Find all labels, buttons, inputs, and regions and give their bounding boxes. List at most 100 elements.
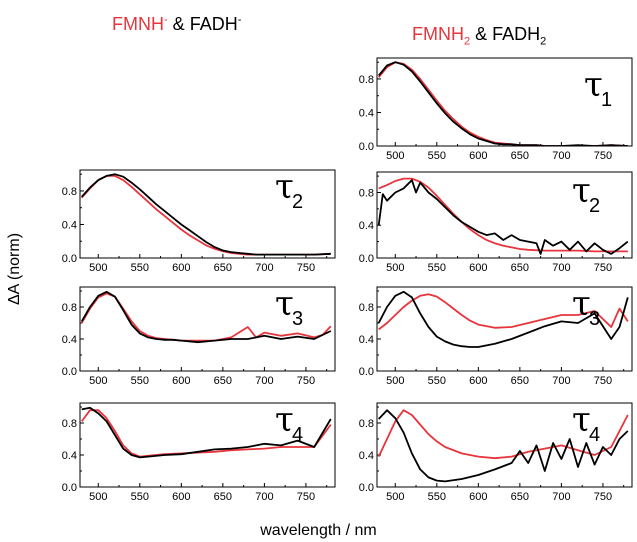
panel-right-tau4: 500 550 600 650 700 750 0.0 0.4 0.8 τ4 bbox=[359, 400, 633, 503]
panel-frame bbox=[376, 57, 633, 147]
x-tick-label: 600 bbox=[469, 375, 487, 387]
y-tick-label: 0.8 bbox=[359, 302, 374, 314]
y-tick-label: 0.0 bbox=[359, 253, 374, 265]
panel-frame bbox=[79, 286, 336, 372]
series-line-black bbox=[81, 173, 331, 256]
x-tick-label: 550 bbox=[131, 375, 149, 387]
x-tick-label: 650 bbox=[511, 491, 529, 503]
right-title-part1: FMNH bbox=[412, 24, 464, 44]
x-tick-label: 550 bbox=[131, 262, 149, 274]
tau-label: τ bbox=[275, 167, 294, 207]
series-line-black bbox=[377, 290, 629, 348]
y-tick-label: 0.0 bbox=[359, 141, 374, 153]
x-tick-label: 550 bbox=[428, 491, 446, 503]
x-tick-label: 750 bbox=[594, 375, 612, 387]
panel-frame bbox=[376, 402, 633, 488]
x-tick-label: 650 bbox=[214, 491, 232, 503]
panel-left-tau4: 500 550 600 650 700 750 0.0 0.4 0.8 τ4 bbox=[62, 400, 336, 503]
x-tick-label: 600 bbox=[469, 150, 487, 162]
x-tick-label: 600 bbox=[469, 491, 487, 503]
x-tick-label: 750 bbox=[297, 375, 315, 387]
x-tick-label: 600 bbox=[172, 375, 190, 387]
panel-frame bbox=[79, 402, 336, 488]
tau-label-subscript: 1 bbox=[601, 89, 612, 111]
x-tick-label: 650 bbox=[511, 150, 529, 162]
panel-frame bbox=[376, 171, 633, 259]
x-tick-label: 500 bbox=[386, 491, 404, 503]
x-tick-label: 600 bbox=[172, 262, 190, 274]
x-tick-label: 550 bbox=[131, 491, 149, 503]
right-title-part2: FADH bbox=[492, 24, 541, 44]
panel-right-tau2: 500 550 600 650 700 750 0.0 0.4 0.8 τ2 bbox=[359, 171, 633, 274]
tau-label: τ bbox=[275, 400, 294, 440]
x-tick-label: 750 bbox=[297, 262, 315, 274]
series-line-black bbox=[378, 409, 629, 483]
x-tick-label: 500 bbox=[386, 375, 404, 387]
tau-label-subscript: 4 bbox=[292, 424, 303, 446]
y-tick-label: 0.0 bbox=[62, 482, 77, 494]
tau-label: τ bbox=[584, 65, 603, 105]
x-tick-label: 500 bbox=[89, 375, 107, 387]
x-tick-label: 750 bbox=[594, 262, 612, 274]
x-tick-label: 700 bbox=[255, 491, 273, 503]
series-line-red bbox=[377, 409, 629, 460]
x-tick-label: 500 bbox=[89, 262, 107, 274]
series-line-black bbox=[80, 290, 332, 344]
panel-right-tau1: 500 550 600 650 700 750 0.0 0.4 0.8 τ1 bbox=[359, 57, 633, 162]
left-title-amp: & bbox=[167, 14, 190, 34]
tau-label: τ bbox=[572, 284, 591, 324]
y-tick-label: 0.8 bbox=[62, 186, 77, 198]
x-tick-label: 700 bbox=[552, 262, 570, 274]
tau-label: τ bbox=[572, 171, 591, 211]
series-line-red bbox=[378, 61, 628, 146]
left-title-part1: FMNH bbox=[112, 14, 164, 34]
y-tick-label: 0.4 bbox=[359, 220, 374, 232]
panel-right-tau3: 500 550 600 650 700 750 0.0 0.4 0.8 τ3 bbox=[359, 284, 633, 387]
right-title-sub1: 2 bbox=[464, 35, 471, 48]
x-tick-label: 600 bbox=[172, 491, 190, 503]
x-tick-label: 700 bbox=[552, 491, 570, 503]
right-column-title: FMNH2 & FADH2 bbox=[412, 24, 546, 48]
y-tick-label: 0.4 bbox=[359, 107, 374, 119]
series-line-black bbox=[378, 61, 628, 146]
y-tick-label: 0.4 bbox=[62, 334, 77, 346]
x-tick-label: 700 bbox=[255, 375, 273, 387]
x-tick-label: 750 bbox=[594, 491, 612, 503]
y-tick-label: 0.4 bbox=[62, 219, 77, 231]
panel-frame bbox=[79, 169, 336, 259]
y-tick-label: 0.0 bbox=[359, 482, 374, 494]
x-tick-label: 650 bbox=[214, 375, 232, 387]
tau-label-subscript: 2 bbox=[292, 191, 303, 213]
left-column-title: FMNH- & FADH- bbox=[112, 14, 241, 35]
x-tick-label: 750 bbox=[297, 491, 315, 503]
panel-left-tau2: 500 550 600 650 700 750 0.0 0.4 0.8 τ2 bbox=[62, 167, 336, 274]
x-tick-label: 600 bbox=[469, 262, 487, 274]
left-title-sup1: - bbox=[164, 14, 168, 26]
x-tick-label: 500 bbox=[89, 491, 107, 503]
series-line-black bbox=[81, 406, 332, 459]
x-axis-label: wavelength / nm bbox=[260, 522, 377, 539]
y-tick-label: 0.4 bbox=[359, 450, 374, 462]
x-tick-label: 500 bbox=[386, 262, 404, 274]
panel-frame bbox=[376, 286, 633, 372]
x-tick-label: 650 bbox=[214, 262, 232, 274]
x-tick-label: 550 bbox=[428, 150, 446, 162]
panel-left-tau3: 500 550 600 650 700 750 0.0 0.4 0.8 τ3 bbox=[62, 284, 336, 387]
x-tick-label: 500 bbox=[386, 150, 404, 162]
series-line-red bbox=[378, 293, 629, 331]
tau-label-subscript: 4 bbox=[589, 424, 600, 446]
tau-label-subscript: 3 bbox=[292, 308, 303, 330]
y-tick-label: 0.8 bbox=[359, 187, 374, 199]
series-line-black bbox=[377, 179, 629, 255]
y-tick-label: 0.4 bbox=[359, 334, 374, 346]
y-tick-label: 0.0 bbox=[62, 366, 77, 378]
y-tick-label: 0.4 bbox=[62, 450, 77, 462]
right-title-sub2: 2 bbox=[540, 35, 547, 48]
tau-label-subscript: 3 bbox=[589, 308, 600, 330]
x-tick-label: 700 bbox=[552, 150, 570, 162]
y-tick-label: 0.8 bbox=[359, 74, 374, 86]
y-tick-label: 0.8 bbox=[359, 418, 374, 430]
tau-label: τ bbox=[275, 284, 294, 324]
tau-label-subscript: 2 bbox=[589, 195, 600, 217]
